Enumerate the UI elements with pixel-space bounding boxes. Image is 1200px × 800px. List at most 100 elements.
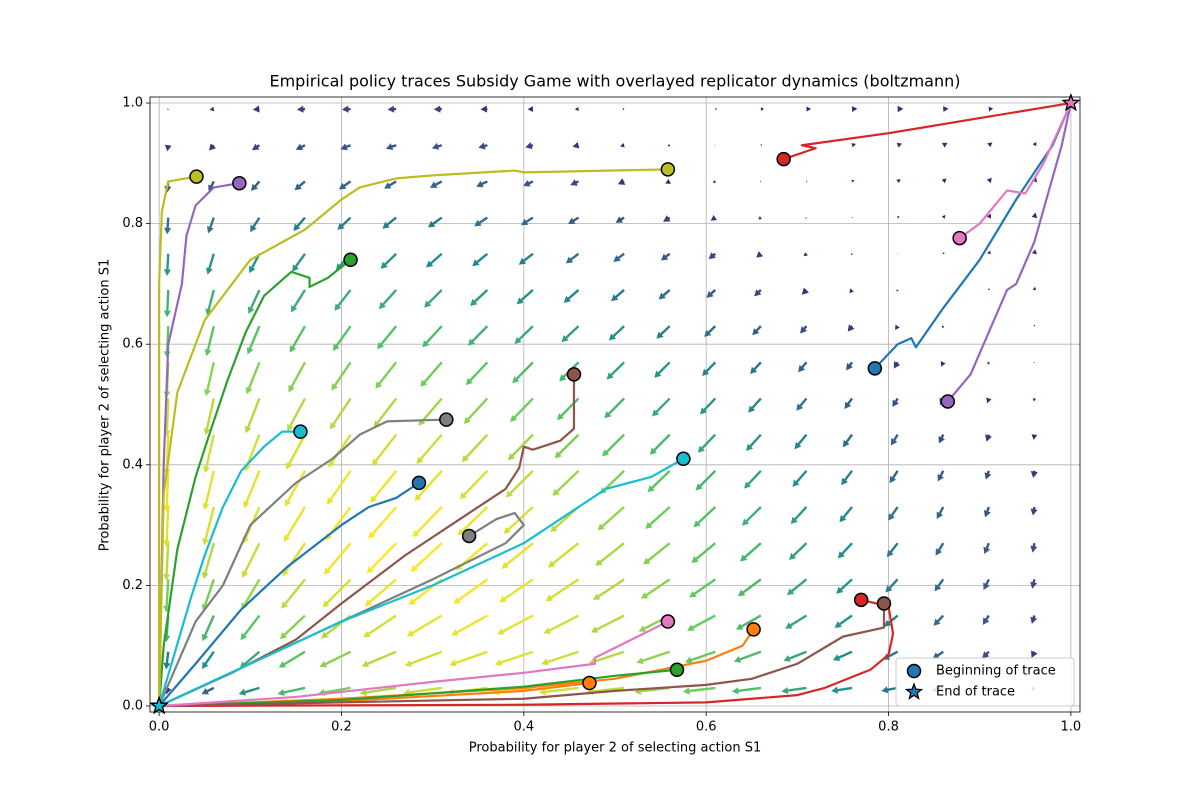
field-arrow xyxy=(239,650,261,669)
field-arrow xyxy=(851,106,858,113)
field-arrow xyxy=(896,215,900,219)
trace-line xyxy=(158,168,668,706)
trace-start xyxy=(776,151,791,167)
field-arrow xyxy=(384,180,397,189)
field-arrow xyxy=(836,578,853,594)
field-arrow xyxy=(480,105,488,113)
trace-line xyxy=(158,457,684,707)
field-arrow xyxy=(547,542,580,568)
field-arrow xyxy=(712,180,716,183)
field-arrow xyxy=(251,143,261,151)
field-arrow xyxy=(615,216,625,223)
field-arrow xyxy=(988,106,994,112)
field-arrow xyxy=(472,252,489,267)
field-arrow xyxy=(334,289,352,311)
field-arrow xyxy=(645,506,671,529)
field-arrow xyxy=(323,542,352,575)
trace-end xyxy=(149,696,169,714)
trace-start xyxy=(867,361,883,376)
field-arrow xyxy=(203,398,215,436)
field-arrow xyxy=(478,142,488,150)
field-arrow xyxy=(689,578,716,598)
field-arrow xyxy=(427,216,443,228)
field-arrow xyxy=(652,397,671,417)
field-arrow xyxy=(699,397,717,415)
field-arrow xyxy=(459,469,489,500)
field-arrow xyxy=(243,470,261,509)
field-arrow xyxy=(494,650,534,666)
field-arrow xyxy=(606,361,625,380)
field-arrow xyxy=(750,361,762,374)
grid-layer xyxy=(150,97,1080,712)
field-arrow xyxy=(501,542,534,569)
field-arrow xyxy=(593,578,625,601)
trace-line xyxy=(159,668,678,708)
field-arrow xyxy=(798,361,808,373)
trace-line xyxy=(158,481,420,707)
field-arrow xyxy=(277,686,306,697)
y-axis-label: Probability for player 2 of selecting ac… xyxy=(98,259,113,551)
field-arrow xyxy=(851,143,856,148)
field-arrow xyxy=(505,469,534,498)
trace-start xyxy=(952,230,967,246)
field-arrow xyxy=(786,578,808,596)
field-arrow xyxy=(163,579,171,613)
field-arrow xyxy=(1030,470,1038,479)
field-arrow xyxy=(453,578,489,604)
field-arrow xyxy=(468,325,489,346)
field-arrow xyxy=(1032,141,1037,147)
field-arrow xyxy=(554,433,580,459)
field-arrow xyxy=(163,398,171,438)
field-arrow xyxy=(987,325,990,327)
field-arrow xyxy=(805,216,808,219)
legend-start-marker xyxy=(906,663,922,679)
field-arrow xyxy=(319,650,352,668)
field-arrow xyxy=(794,433,808,450)
field-arrow xyxy=(507,433,534,461)
field-arrow xyxy=(643,542,671,565)
field-arrow xyxy=(470,289,489,306)
field-arrow xyxy=(167,108,169,110)
trace-start xyxy=(189,169,204,184)
field-arrow xyxy=(516,289,534,305)
field-arrow xyxy=(205,289,215,316)
field-arrow xyxy=(283,506,307,543)
trace-start xyxy=(411,475,427,491)
field-arrow xyxy=(318,686,351,697)
x-tick-label: 0.4 xyxy=(513,720,534,735)
field-arrow xyxy=(849,288,854,294)
field-arrow xyxy=(561,325,580,343)
field-arrow xyxy=(758,216,762,220)
field-arrow xyxy=(249,253,261,274)
field-arrow xyxy=(527,106,534,113)
field-arrow xyxy=(1031,434,1038,440)
field-arrow xyxy=(737,578,762,597)
field-arrow xyxy=(361,650,397,668)
field-arrow xyxy=(987,250,991,255)
field-arrow xyxy=(715,107,718,111)
field-arrow xyxy=(1030,542,1038,553)
field-arrow xyxy=(278,650,306,668)
field-arrow xyxy=(832,650,853,661)
field-arrow xyxy=(588,650,625,665)
trace-line xyxy=(158,430,301,707)
field-arrow xyxy=(801,287,809,295)
field-arrow xyxy=(1031,249,1037,255)
field-arrow xyxy=(982,650,990,659)
field-arrow xyxy=(476,180,488,188)
field-arrow xyxy=(296,105,306,113)
field-arrow xyxy=(359,686,397,697)
field-arrow xyxy=(241,542,261,578)
field-arrow xyxy=(760,180,762,183)
field-arrow xyxy=(800,325,808,334)
field-arrow xyxy=(932,650,944,660)
field-arrow xyxy=(370,470,398,503)
field-arrow xyxy=(896,289,899,292)
trace-line xyxy=(874,102,1072,370)
field-arrow xyxy=(287,397,307,432)
trace-start xyxy=(582,675,597,691)
field-arrow xyxy=(695,469,717,491)
trace-start xyxy=(660,614,676,629)
field-arrow xyxy=(341,105,351,113)
field-arrow xyxy=(429,180,443,188)
